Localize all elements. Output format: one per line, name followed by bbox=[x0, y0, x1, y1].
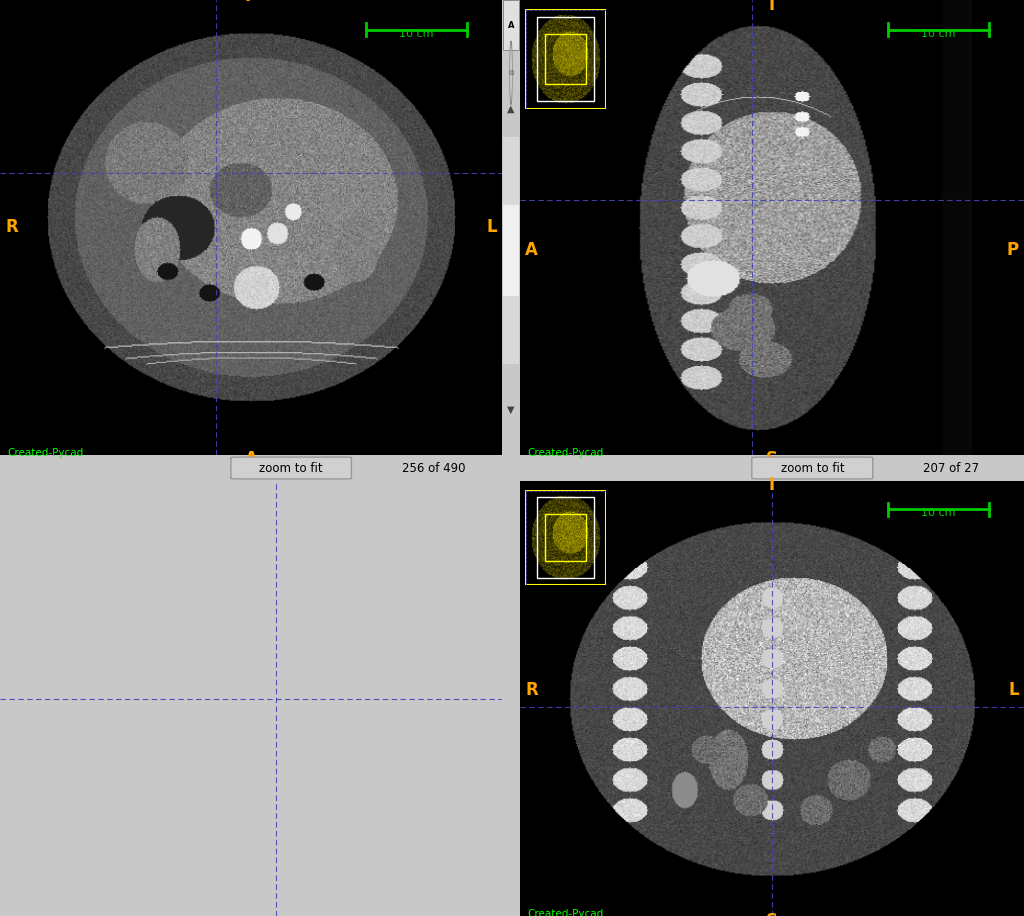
FancyBboxPatch shape bbox=[231, 457, 351, 479]
Text: R: R bbox=[5, 219, 17, 236]
Text: P: P bbox=[245, 0, 257, 5]
FancyBboxPatch shape bbox=[752, 457, 872, 479]
Text: P: P bbox=[1007, 241, 1019, 259]
Text: A: A bbox=[508, 20, 514, 29]
Text: A: A bbox=[245, 451, 257, 468]
Text: zoom to fit: zoom to fit bbox=[259, 462, 323, 474]
Text: I: I bbox=[769, 0, 775, 14]
Text: Created-Pycad: Created-Pycad bbox=[7, 448, 84, 458]
Text: 207 of 27: 207 of 27 bbox=[924, 462, 979, 474]
Text: Created-Pycad: Created-Pycad bbox=[527, 910, 604, 916]
Text: Created-Pycad: Created-Pycad bbox=[527, 448, 604, 458]
Text: 256 of 490: 256 of 490 bbox=[401, 462, 465, 474]
Text: ⊙: ⊙ bbox=[508, 70, 514, 76]
Text: L: L bbox=[486, 219, 497, 236]
Text: L: L bbox=[1009, 681, 1019, 699]
Text: 10 cm: 10 cm bbox=[921, 508, 955, 518]
Text: ▼: ▼ bbox=[507, 405, 515, 415]
Circle shape bbox=[510, 41, 512, 104]
Bar bbox=[503, 205, 519, 296]
Text: S: S bbox=[766, 911, 778, 916]
Text: 10 cm: 10 cm bbox=[399, 28, 434, 38]
Text: 10 cm: 10 cm bbox=[921, 28, 955, 38]
Text: R: R bbox=[525, 681, 538, 699]
Text: ▲: ▲ bbox=[507, 104, 515, 114]
Bar bbox=[503, 136, 519, 364]
Text: S: S bbox=[766, 451, 778, 468]
Text: zoom to fit: zoom to fit bbox=[780, 462, 844, 474]
Text: I: I bbox=[769, 476, 775, 494]
FancyBboxPatch shape bbox=[503, 0, 519, 50]
Text: A: A bbox=[525, 241, 538, 259]
